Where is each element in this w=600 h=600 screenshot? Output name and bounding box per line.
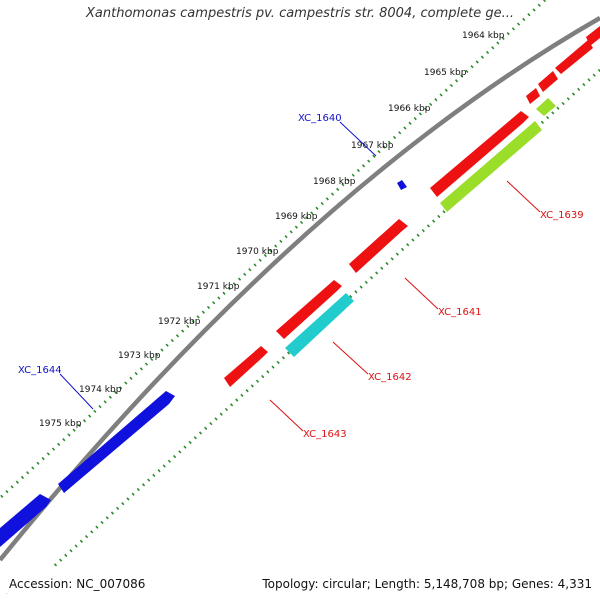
tick-label-1974: 1974 kbp <box>79 385 122 395</box>
gene-arrow-red-2[interactable] <box>555 40 593 74</box>
tick-label-1965: 1965 kbp <box>424 68 467 78</box>
tick-label-1970: 1970 kbp <box>236 247 279 257</box>
gene-arrow-xc-1639[interactable] <box>440 121 542 212</box>
gene-arrow-xc-1640b[interactable] <box>276 280 342 339</box>
genome-title: Xanthomonas campestris pv. campestris st… <box>86 6 514 21</box>
gene-arrow-red-4[interactable] <box>526 88 540 104</box>
gene-arrow-xc-1644[interactable] <box>58 391 175 493</box>
accession-text: Accession: NC_007086 <box>9 577 146 591</box>
leader-xc-1641 <box>404 277 439 310</box>
gene-arrow-green-small[interactable] <box>536 98 556 116</box>
tick-label-1969: 1969 kbp <box>275 212 318 222</box>
tick-label-1968: 1968 kbp <box>313 177 356 187</box>
tick-label-1966: 1966 kbp <box>388 104 431 114</box>
gene-arrow-red-3[interactable] <box>538 71 558 92</box>
tick-label-1967: 1967 kbp <box>351 141 394 151</box>
gene-label-xc-1644[interactable]: XC_1644 <box>18 365 62 376</box>
leader-xc-1644 <box>59 373 94 410</box>
corner-mark: · <box>6 591 8 598</box>
gene-label-xc-1643[interactable]: XC_1643 <box>303 429 347 440</box>
gene-label-xc-1639[interactable]: XC_1639 <box>540 210 584 221</box>
gene-arrow-xc-1643[interactable] <box>224 346 268 387</box>
genome-backbone <box>0 16 600 562</box>
tick-label-1972: 1972 kbp <box>158 317 201 327</box>
tick-label-1975: 1975 kbp <box>39 419 82 429</box>
leader-xc-1642 <box>332 341 369 375</box>
gene-label-xc-1641[interactable]: XC_1641 <box>438 307 482 318</box>
inner-tick-track <box>50 68 600 570</box>
tick-label-1971: 1971 kbp <box>197 282 240 292</box>
leader-xc-1640 <box>339 121 377 157</box>
gene-label-xc-1640[interactable]: XC_1640 <box>298 113 342 124</box>
tick-label-1973: 1973 kbp <box>118 351 161 361</box>
leader-xc-1639 <box>506 180 541 213</box>
genome-summary-text: Topology: circular; Length: 5,148,708 bp… <box>262 577 592 591</box>
tick-label-1964: 1964 kbp <box>462 31 505 41</box>
gene-arrow-xc-1645[interactable] <box>0 494 51 547</box>
gene-arrow-xc-1638[interactable] <box>430 111 529 197</box>
gene-arrow-xc-1640[interactable] <box>397 180 407 190</box>
gene-arrow-red-top[interactable] <box>586 26 600 46</box>
leader-xc-1643 <box>269 399 304 432</box>
gene-arrow-xc-1641[interactable] <box>349 219 408 273</box>
gene-arrow-xc-1642[interactable] <box>285 293 354 357</box>
gene-label-xc-1642[interactable]: XC_1642 <box>368 372 412 383</box>
